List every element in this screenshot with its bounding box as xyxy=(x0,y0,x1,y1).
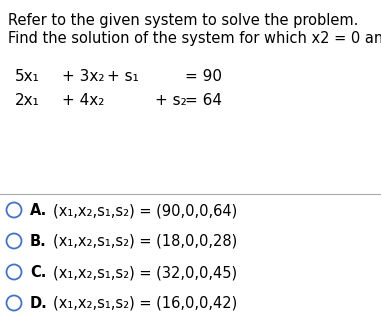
Text: D.: D. xyxy=(30,296,48,311)
Text: + 3x₂: + 3x₂ xyxy=(62,69,104,84)
Text: B.: B. xyxy=(30,234,47,249)
Text: (x₁,x₂,s₁,s₂) = (18,0,0,28): (x₁,x₂,s₁,s₂) = (18,0,0,28) xyxy=(53,234,237,249)
Text: + s₁: + s₁ xyxy=(107,69,139,84)
Text: Refer to the given system to solve the problem.: Refer to the given system to solve the p… xyxy=(8,13,359,28)
Text: (x₁,x₂,s₁,s₂) = (16,0,0,42): (x₁,x₂,s₁,s₂) = (16,0,0,42) xyxy=(53,296,237,311)
Text: = 90: = 90 xyxy=(185,69,222,84)
Text: Find the solution of the system for which x2 = 0 and s1 = 0.: Find the solution of the system for whic… xyxy=(8,31,381,46)
Text: = 64: = 64 xyxy=(185,93,222,108)
Text: (x₁,x₂,s₁,s₂) = (90,0,0,64): (x₁,x₂,s₁,s₂) = (90,0,0,64) xyxy=(53,203,237,218)
Text: + 4x₂: + 4x₂ xyxy=(62,93,104,108)
Text: + s₂: + s₂ xyxy=(155,93,187,108)
Text: 5x₁: 5x₁ xyxy=(15,69,40,84)
Text: (x₁,x₂,s₁,s₂) = (32,0,0,45): (x₁,x₂,s₁,s₂) = (32,0,0,45) xyxy=(53,265,237,280)
Text: A.: A. xyxy=(30,203,47,218)
Text: 2x₁: 2x₁ xyxy=(15,93,40,108)
Text: C.: C. xyxy=(30,265,46,280)
